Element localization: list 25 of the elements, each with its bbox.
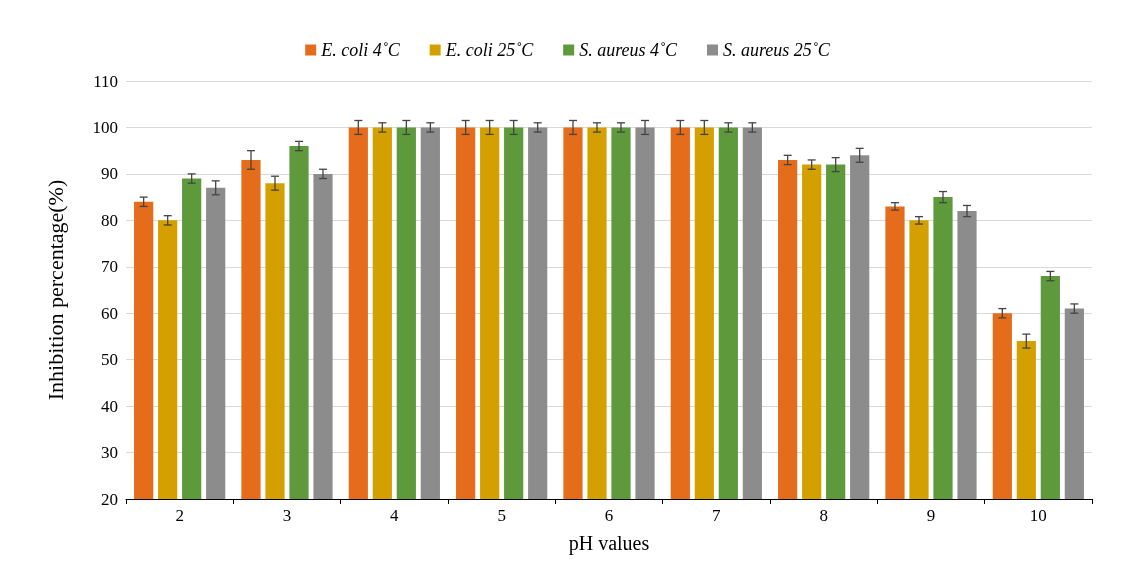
x-tick-label: 3 — [282, 506, 292, 525]
y-tick-label: 50 — [101, 350, 118, 370]
y-tick-label: 110 — [93, 71, 118, 91]
y-tick-label: 100 — [92, 117, 118, 137]
x-axis-title: pH values — [568, 532, 650, 555]
y-axis-title: Inhibition percentage(%) — [42, 179, 68, 401]
y-tick-label: 20 — [101, 489, 118, 509]
legend-label: E. coli 4˚C — [320, 40, 401, 60]
x-tick-label: 7 — [712, 506, 722, 525]
y-tick-label: 80 — [101, 210, 118, 230]
y-tick-label: 70 — [101, 257, 118, 277]
y-tick-label: 40 — [101, 396, 118, 416]
y-tick-label: 90 — [101, 164, 118, 184]
y-tick-label: 30 — [101, 443, 118, 463]
x-tick-label: 2 — [175, 506, 184, 525]
x-tick-label: 8 — [819, 506, 828, 525]
x-tick-label: 4 — [390, 506, 400, 525]
x-tick-label: 10 — [1029, 506, 1047, 525]
legend-label: S. aureus 25˚C — [722, 40, 831, 60]
x-tick-label: 6 — [604, 506, 614, 525]
legend-label: S. aureus 4˚C — [579, 40, 678, 60]
x-tick-label: 5 — [497, 506, 506, 525]
legend-label: E. coli 25˚C — [444, 40, 535, 60]
y-tick-label: 60 — [101, 303, 118, 323]
x-tick-label: 9 — [926, 506, 936, 525]
